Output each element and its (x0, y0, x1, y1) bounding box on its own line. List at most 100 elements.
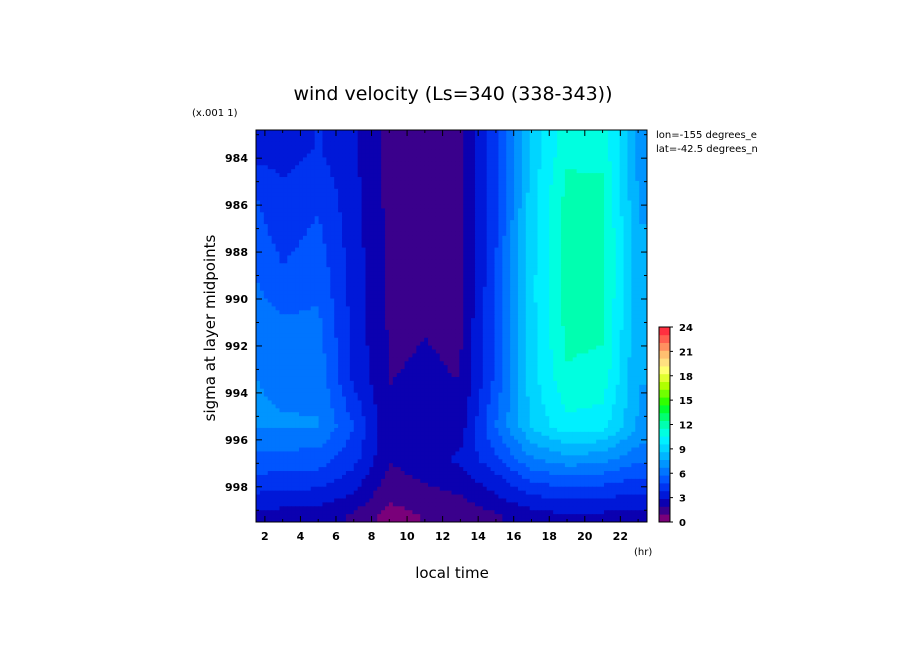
heatmap-cell (533, 133, 539, 139)
heatmap-cell (310, 271, 316, 276)
heatmap-cell (502, 192, 507, 198)
heatmap-cell (447, 212, 452, 217)
heatmap-cell (443, 200, 449, 205)
heatmap-cell (564, 153, 570, 158)
heatmap-cell (611, 255, 617, 260)
heatmap-cell (631, 294, 636, 300)
heatmap-cell (299, 145, 304, 151)
heatmap-cell (291, 306, 296, 311)
heatmap-cell (416, 188, 421, 194)
heatmap-cell (349, 286, 355, 292)
heatmap-cell (353, 196, 359, 202)
heatmap-cell (541, 231, 546, 237)
heatmap-cell (361, 224, 366, 229)
heatmap-cell (373, 173, 378, 178)
heatmap-cell (345, 290, 351, 296)
heatmap-cell (365, 184, 370, 190)
heatmap-cell (385, 306, 390, 311)
heatmap-cell (584, 149, 589, 155)
heatmap-cell (412, 141, 417, 147)
heatmap-cell (439, 204, 445, 209)
heatmap-cell (631, 184, 636, 190)
heatmap-cell (564, 271, 570, 276)
heatmap-cell (533, 130, 539, 135)
heatmap-cell (408, 204, 413, 209)
heatmap-cell (588, 290, 593, 296)
heatmap-cell (517, 235, 523, 241)
heatmap-cell (455, 149, 460, 155)
heatmap-cell (431, 145, 437, 151)
heatmap-cell (435, 141, 441, 147)
heatmap-cell (283, 157, 288, 162)
heatmap-cell (510, 251, 515, 256)
heatmap-cell (353, 271, 359, 276)
heatmap-cell (564, 180, 570, 186)
heatmap-cell (514, 275, 519, 280)
heatmap-cell (420, 145, 425, 151)
heatmap-cell (443, 149, 449, 155)
heatmap-cell (529, 302, 535, 307)
heatmap-cell (275, 192, 280, 198)
heatmap-cell (447, 177, 452, 182)
heatmap-cell (615, 216, 621, 221)
heatmap-cell (314, 255, 320, 260)
heatmap-cell (388, 290, 394, 296)
heatmap-cell (388, 235, 394, 241)
heatmap-cell (607, 259, 613, 264)
heatmap-cell (271, 173, 277, 178)
heatmap-cell (330, 239, 335, 245)
heatmap-cell (400, 165, 406, 170)
heatmap-cell (498, 235, 503, 241)
heatmap-cell (623, 314, 628, 319)
heatmap-cell (428, 130, 433, 135)
heatmap-cell (365, 161, 370, 166)
heatmap-cell (455, 141, 460, 147)
heatmap-cell (478, 235, 484, 241)
heatmap-cell (502, 173, 507, 178)
heatmap-cell (338, 157, 343, 162)
heatmap-cell (424, 196, 429, 202)
heatmap-cell (279, 196, 284, 202)
heatmap-cell (353, 161, 359, 166)
heatmap-cell (271, 184, 277, 190)
heatmap-cell (287, 263, 292, 268)
heatmap-cell (306, 251, 312, 256)
heatmap-cell (279, 243, 284, 249)
heatmap-cell (283, 184, 288, 190)
heatmap-cell (533, 228, 539, 233)
heatmap-cell (463, 200, 468, 205)
heatmap-cell (588, 204, 593, 209)
heatmap-cell (560, 192, 566, 198)
heatmap-cell (643, 298, 648, 303)
heatmap-cell (420, 133, 425, 139)
heatmap-cell (299, 318, 304, 323)
heatmap-cell (388, 282, 394, 288)
heatmap-cell (412, 216, 417, 221)
heatmap-cell (275, 157, 280, 162)
heatmap-cell (424, 157, 429, 162)
heatmap-cell (584, 322, 589, 327)
heatmap-cell (357, 192, 363, 198)
heatmap-cell (256, 255, 261, 260)
heatmap-cell (342, 130, 347, 135)
heatmap-cell (482, 278, 488, 284)
heatmap-cell (498, 196, 503, 202)
heatmap-cell (447, 255, 452, 260)
heatmap-cell (365, 180, 370, 186)
heatmap-cell (619, 137, 625, 143)
heatmap-cell (568, 149, 574, 155)
heatmap-cell (639, 165, 644, 170)
heatmap-cell (322, 228, 327, 233)
heatmap-cell (572, 231, 578, 237)
heatmap-cell (334, 220, 339, 225)
heatmap-cell (471, 259, 476, 264)
x-axis-label: local time (415, 564, 489, 582)
heatmap-cell (463, 137, 468, 143)
heatmap-cell (541, 259, 546, 264)
heatmap-cell (631, 177, 636, 182)
heatmap-cell (623, 243, 628, 249)
heatmap-cell (627, 286, 632, 292)
heatmap-cell (345, 157, 351, 162)
heatmap-cell (490, 200, 496, 205)
heatmap-cell (494, 282, 499, 288)
